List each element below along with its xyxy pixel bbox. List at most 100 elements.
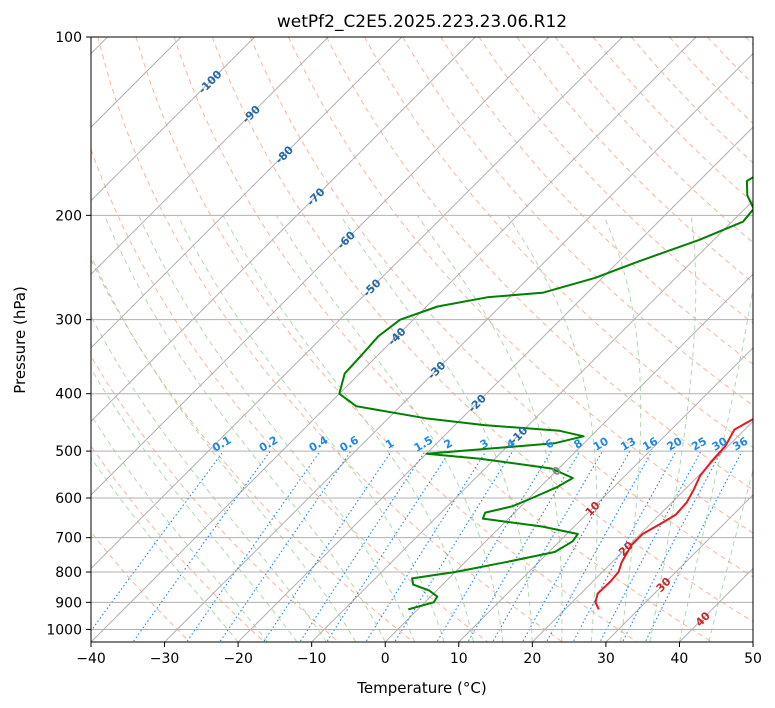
mixing-ratio-label: 1 (383, 437, 396, 452)
dry-adiabat (440, 37, 753, 365)
isotherm-label: 40 (693, 609, 713, 629)
moist-adiabat (275, 215, 504, 642)
isotherm (752, 641, 753, 642)
x-tick-label: −30 (150, 651, 180, 667)
plot-frame (90, 36, 754, 643)
isotherm (237, 126, 753, 642)
mixing-ratio-line (132, 450, 271, 642)
moist-adiabat (91, 367, 298, 642)
moist-adiabat (649, 215, 697, 642)
isotherm (91, 37, 329, 275)
isotherm (163, 52, 753, 642)
isotherm (91, 37, 697, 642)
mixing-ratio-line (326, 450, 451, 642)
dry-adiabat (211, 37, 753, 623)
moist-adiabat (91, 254, 357, 642)
mixing-ratio-line (185, 450, 321, 642)
isotherm-label: -20 (466, 392, 489, 415)
x-axis-label: Temperature (°C) (356, 679, 486, 697)
isotherm (91, 37, 550, 496)
mixing-ratio-line (299, 450, 426, 642)
moist-adiabat (104, 215, 386, 642)
dry-adiabat (97, 37, 564, 642)
mixing-ratio-line (219, 450, 352, 642)
moist-adiabat (506, 215, 598, 642)
mixing-ratio-label: 2 (442, 437, 455, 452)
profile-lines (338, 176, 753, 611)
isotherm (384, 273, 753, 642)
y-tick-label: 800 (55, 565, 82, 581)
mixing-ratio-line (262, 450, 392, 642)
dry-adiabat (554, 37, 753, 244)
background-lines (91, 37, 753, 642)
moist-adiabat (708, 468, 753, 642)
x-tick-label: 40 (671, 651, 689, 667)
isotherm (91, 37, 624, 570)
moist-adiabat (678, 284, 753, 642)
dry-adiabat (745, 37, 753, 46)
isotherm (605, 494, 753, 642)
isotherm-label: -90 (240, 103, 263, 126)
isotherm-label: -70 (304, 185, 327, 208)
dewpoint-line (338, 176, 753, 611)
moist-adiabat (91, 414, 268, 642)
y-tick-label: 900 (55, 595, 82, 611)
isotherm (310, 199, 753, 642)
pressure-gridlines (91, 37, 753, 630)
isotherm (458, 347, 753, 642)
isotherm (91, 37, 182, 128)
isotherm (91, 37, 477, 423)
y-tick-label: 700 (55, 531, 82, 547)
dry-adiabat (91, 445, 265, 642)
x-tick-label: 50 (744, 651, 762, 667)
mixing-ratio-line (91, 450, 224, 632)
mixing-ratio-line (572, 450, 677, 642)
mixing-ratio-line (621, 450, 722, 642)
x-tick-label: 20 (523, 651, 541, 667)
x-axis-ticks: −40 −30 −20 −10 0 10 20 30 40 50 (76, 642, 762, 667)
y-tick-label: 600 (55, 491, 82, 507)
y-axis-label: Pressure (hPa) (11, 286, 29, 394)
isotherm-label: 10 (583, 499, 603, 519)
dry-adiabat (402, 37, 753, 407)
dry-adiabat (91, 148, 489, 642)
x-tick-label: −20 (223, 651, 253, 667)
moist-adiabat (91, 315, 327, 642)
mixing-ratio-line (394, 450, 514, 642)
chart-title: wetPf2_C2E5.2025.223.23.06.R12 (277, 12, 567, 32)
dry-adiabat (516, 37, 753, 284)
dry-adiabat (707, 37, 753, 85)
x-tick-label: 10 (450, 651, 468, 667)
x-tick-label: 30 (597, 651, 615, 667)
dry-adiabat (173, 37, 713, 642)
x-tick-label: 0 (381, 651, 390, 667)
y-tick-label: 1000 (46, 622, 82, 638)
y-tick-label: 400 (55, 387, 82, 403)
isotherm (678, 567, 753, 642)
moist-adiabat (339, 215, 533, 642)
moist-adiabat (416, 215, 563, 642)
moist-adiabat (138, 215, 416, 642)
y-tick-label: 100 (55, 30, 82, 46)
moist-adiabat (222, 215, 474, 642)
x-tick-label: −40 (76, 651, 106, 667)
dry-adiabat (249, 37, 753, 578)
temperature-line (594, 418, 753, 610)
mixing-ratio-line (467, 450, 581, 642)
isotherm (91, 37, 403, 349)
dry-adiabat (478, 37, 753, 324)
line-labels: 0.1 0.2 0.4 0.6 1 1.5 2 3 4 6 8 10 13 16 20 25 30 36-100-… (196, 68, 751, 630)
isotherm (531, 420, 753, 642)
dry-adiabat (364, 37, 753, 449)
moist-adiabat (603, 215, 642, 642)
y-tick-label: 500 (55, 444, 82, 460)
isotherm-label: -80 (273, 143, 296, 166)
moist-adiabat (91, 456, 239, 642)
mixing-ratio-line (365, 450, 487, 642)
x-tick-label: −10 (297, 651, 327, 667)
isotherm (91, 37, 256, 202)
moist-adiabat (177, 215, 445, 642)
y-axis-ticks: 100 200 300 400 500 600 700 800 900 1000 (46, 30, 91, 638)
y-tick-label: 200 (55, 208, 82, 224)
